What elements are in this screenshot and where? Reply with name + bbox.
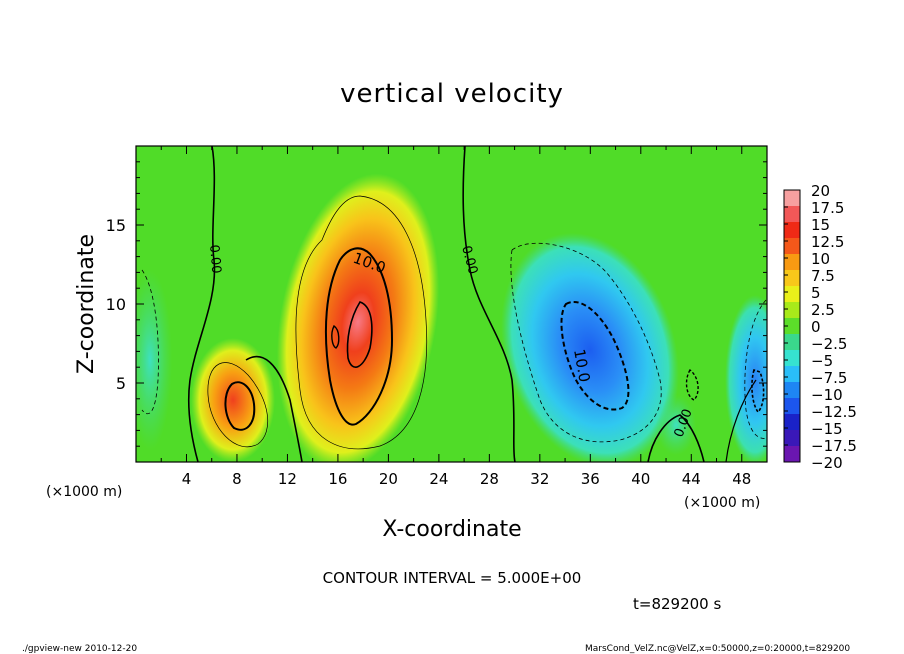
y-axis-unit: (×1000 m)	[46, 484, 122, 500]
colorbar-label: 20	[811, 182, 830, 200]
colorbar-label: 7.5	[811, 267, 835, 285]
colorbar-label: 17.5	[811, 199, 844, 217]
x-tick-label: 44	[682, 470, 701, 488]
y-tick-label: 15	[106, 216, 126, 235]
colorbar-swatch	[784, 190, 800, 207]
colorbar-swatch	[784, 350, 800, 367]
colorbar-swatch	[784, 382, 800, 399]
x-axis-label: X-coordinate	[382, 517, 521, 542]
colorbar-swatch	[784, 398, 800, 415]
x-tick-label: 32	[530, 470, 549, 488]
colorbar-label: −20	[811, 454, 843, 472]
contour-label: 0.00	[206, 244, 223, 274]
y-axis: 5 10 15	[106, 161, 767, 447]
colorbar-swatch	[784, 302, 800, 319]
chart-title: vertical velocity	[340, 79, 564, 109]
colorbar-label: 10	[811, 250, 830, 268]
colorbar-swatch	[784, 414, 800, 431]
time-stamp: t=829200 s	[633, 595, 721, 613]
x-tick-label: 8	[232, 470, 242, 488]
y-axis-label: Z-coordinate	[74, 234, 99, 374]
contour-label: 0.00	[458, 244, 480, 276]
colorbar-label: 2.5	[811, 301, 835, 319]
footer-right: MarsCond_VelZ.nc@VelZ,x=0:50000,z=0:2000…	[585, 644, 850, 654]
colorbar-swatch	[784, 366, 800, 383]
colorbar-label: −10	[811, 386, 843, 404]
footer-left: ./gpview-new 2010-12-20	[22, 644, 137, 654]
x-tick-label: 20	[379, 470, 398, 488]
x-tick-label: 16	[328, 470, 347, 488]
colorbar-label: 12.5	[811, 233, 844, 251]
colorbar-swatch	[784, 334, 800, 351]
plot-field	[136, 146, 767, 462]
colorbar-swatch	[784, 254, 800, 271]
colorbar-label: −5	[811, 352, 833, 370]
contour-label: 10.0	[570, 348, 594, 384]
x-tick-label: 28	[480, 470, 499, 488]
colorbar-swatch	[784, 446, 800, 463]
colorbar-label: 15	[811, 216, 830, 234]
colorbar-swatch	[784, 270, 800, 287]
colorbar-label: −12.5	[811, 403, 857, 421]
x-tick-label: 36	[581, 470, 600, 488]
x-axis: 4 8 12 16 20 24 28 32 36 40 44 48	[160, 146, 751, 488]
colorbar-swatch	[784, 238, 800, 255]
colorbar-label: 0	[811, 318, 821, 336]
x-tick-label: 4	[182, 470, 192, 488]
x-axis-unit: (×1000 m)	[684, 495, 760, 511]
y-tick-label: 5	[116, 374, 126, 393]
colorbar-label: 5	[811, 284, 821, 302]
colorbar-swatch	[784, 430, 800, 447]
colorbar-swatch	[784, 286, 800, 303]
colorbar-swatch	[784, 206, 800, 223]
colorbar-swatch	[784, 318, 800, 335]
y-tick-label: 10	[106, 295, 126, 314]
colorbar-label: −2.5	[811, 335, 847, 353]
x-tick-label: 24	[429, 470, 448, 488]
contour-interval: CONTOUR INTERVAL = 5.000E+00	[323, 569, 582, 587]
colorbar-label: −17.5	[811, 437, 857, 455]
x-tick-label: 12	[278, 470, 297, 488]
colorbar-swatch	[784, 222, 800, 239]
colorbar-label: −7.5	[811, 369, 847, 387]
x-tick-label: 48	[732, 470, 751, 488]
colorbar: 2017.51512.5107.552.50−2.5−5−7.5−10−12.5…	[783, 182, 857, 472]
x-tick-label: 40	[631, 470, 650, 488]
colorbar-label: −15	[811, 420, 843, 438]
